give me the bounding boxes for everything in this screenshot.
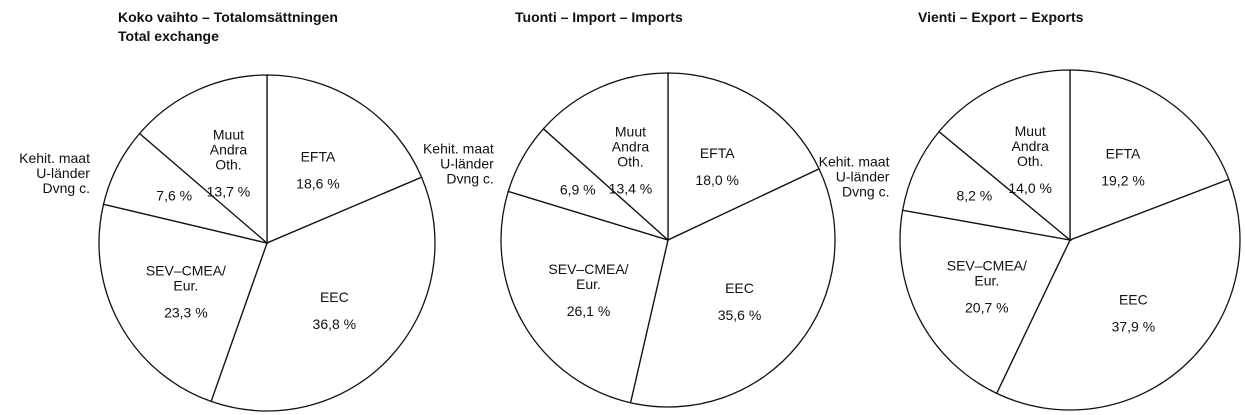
chart-title: Koko vaihto – Totalomsättningen Total exc… xyxy=(118,9,338,44)
slice-label: Muut Andra Oth. xyxy=(1012,123,1050,169)
slice-label: EFTA xyxy=(301,148,336,164)
pie-slice xyxy=(995,178,1241,411)
value-label: 18,0 % xyxy=(695,172,739,188)
pie-slice xyxy=(1069,69,1230,241)
pie-slice xyxy=(98,203,268,403)
chart-title: Vienti – Export – Exports xyxy=(918,9,1084,25)
slice-label: SEV–CMEA/Eur. xyxy=(947,258,1027,289)
slice-label: EFTA xyxy=(1106,145,1141,161)
slice-label: SEV–CMEA/Eur. xyxy=(548,261,628,292)
pie-slice xyxy=(667,72,820,242)
pie-slice xyxy=(542,72,669,242)
chart-title: Tuonti – Import – Imports xyxy=(515,9,683,25)
pie-slice xyxy=(500,190,669,404)
slice-label: Muut Andra Oth. xyxy=(612,124,650,170)
value-label: 26,1 % xyxy=(567,303,611,319)
pie-slice xyxy=(629,168,836,408)
value-label: 8,2 % xyxy=(956,188,992,204)
pie-slice xyxy=(138,74,268,245)
value-label: 23,3 % xyxy=(164,304,208,320)
pie-slice xyxy=(210,176,436,412)
slice-label: EEC xyxy=(1119,291,1148,307)
value-label: 36,8 % xyxy=(313,316,357,332)
value-label: 13,7 % xyxy=(207,184,251,200)
slice-label: SEV–CMEA/Eur. xyxy=(146,262,226,293)
value-label: 35,6 % xyxy=(718,307,762,323)
value-label: 6,9 % xyxy=(560,181,596,197)
slice-label: EEC xyxy=(725,280,754,296)
pie-slice xyxy=(901,130,1073,242)
pie-slice xyxy=(266,74,423,244)
slice-label: EFTA xyxy=(700,145,735,161)
slice-label: Kehit. maat U-länder Dvng c. xyxy=(819,153,890,199)
value-label: 7,6 % xyxy=(156,188,192,204)
value-label: 18,6 % xyxy=(296,175,340,191)
value-label: 20,7 % xyxy=(965,300,1009,316)
slice-label: Muut Andra Oth. xyxy=(210,127,248,173)
value-label: 13,4 % xyxy=(609,181,653,197)
slice-label: EEC xyxy=(320,289,349,305)
slice-label: Kehit. maat U-länder Dvng c. xyxy=(19,150,90,196)
value-label: 14,0 % xyxy=(1008,180,1052,196)
slice-label: Kehit. maat U-länder Dvng c. xyxy=(423,140,494,186)
pie-slice xyxy=(899,209,1071,395)
value-label: 37,9 % xyxy=(1112,318,1156,334)
value-label: 19,2 % xyxy=(1101,172,1145,188)
pie-slice xyxy=(938,69,1071,242)
